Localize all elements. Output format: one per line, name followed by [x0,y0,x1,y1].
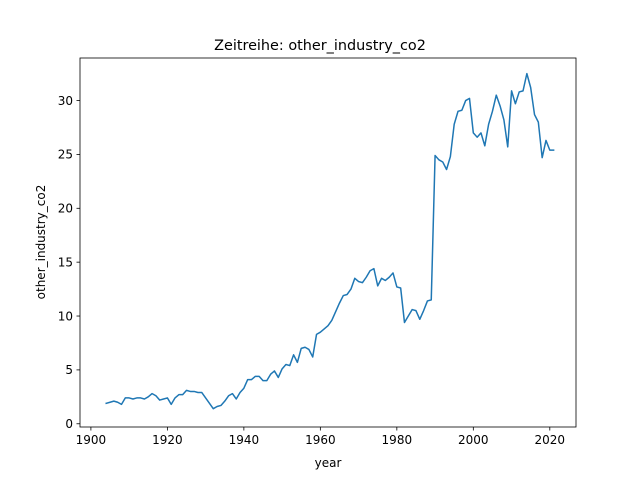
series-line-0 [105,72,555,410]
y-tick-label: 20 [58,202,73,216]
x-axis-label: year [315,456,342,470]
y-axis-label: other_industry_co2 [34,185,48,300]
axes-frame [79,57,577,428]
y-tick-label: 0 [65,417,73,431]
x-tick-label: 1940 [229,433,260,447]
y-tick-label: 25 [58,148,73,162]
y-tick-label: 15 [58,255,73,269]
x-tick-label: 2020 [535,433,566,447]
plot-area: 1900 1920 1940 1960 1980 2000 2020 0 5 10 15 20 25 30 [58,57,577,447]
y-tick-label: 30 [58,94,73,108]
x-tick-label: 1960 [305,433,336,447]
y-tick-label: 10 [58,309,73,323]
chart-title: Zeitreihe: other_industry_co2 [214,38,426,54]
x-tick-label: 1980 [382,433,413,447]
x-tick-label: 2000 [458,433,489,447]
y-tick-label: 5 [65,363,73,377]
x-tick-label: 1920 [152,433,183,447]
x-tick-label: 1900 [76,433,107,447]
